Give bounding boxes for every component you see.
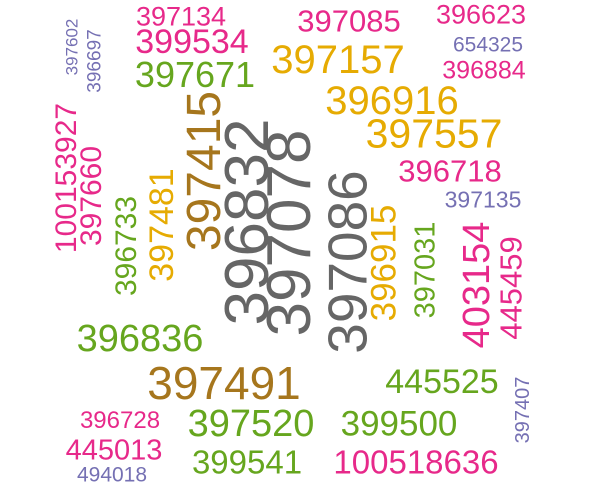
word-397085: 397085 (297, 3, 401, 39)
word-399534: 399534 (135, 23, 249, 61)
word-100518636: 100518636 (333, 443, 499, 481)
word-396915: 396915 (364, 204, 404, 322)
word-494018: 494018 (76, 463, 148, 487)
word-397602: 397602 (62, 18, 82, 76)
word-396733: 396733 (110, 195, 143, 297)
word-397520: 397520 (187, 403, 315, 445)
word-399541: 399541 (191, 443, 303, 481)
word-397557: 397557 (365, 110, 503, 157)
word-397660: 397660 (75, 145, 108, 247)
word-396916: 396916 (325, 79, 459, 123)
word-397491: 397491 (147, 357, 301, 409)
word-396718: 396718 (398, 153, 502, 189)
word-445525: 445525 (385, 363, 499, 401)
word-397407: 397407 (512, 376, 534, 444)
word-399500: 399500 (340, 404, 458, 444)
word-397078: 397078 (255, 129, 324, 337)
word-654325: 654325 (452, 33, 524, 57)
word-397135: 397135 (444, 186, 522, 213)
word-397031: 397031 (409, 221, 442, 319)
word-445459: 445459 (493, 236, 529, 340)
word-397157: 397157 (271, 38, 405, 82)
word-396884: 396884 (442, 56, 526, 85)
word-396623: 396623 (435, 0, 527, 30)
word-396836: 396836 (76, 318, 204, 360)
word-403154: 403154 (456, 221, 498, 349)
word-397481: 397481 (143, 168, 181, 282)
word-397671: 397671 (134, 54, 256, 95)
word-396728: 396728 (79, 407, 161, 434)
word-396697: 396697 (84, 29, 106, 93)
word-445013: 445013 (65, 434, 163, 467)
word-397134: 397134 (135, 1, 227, 32)
